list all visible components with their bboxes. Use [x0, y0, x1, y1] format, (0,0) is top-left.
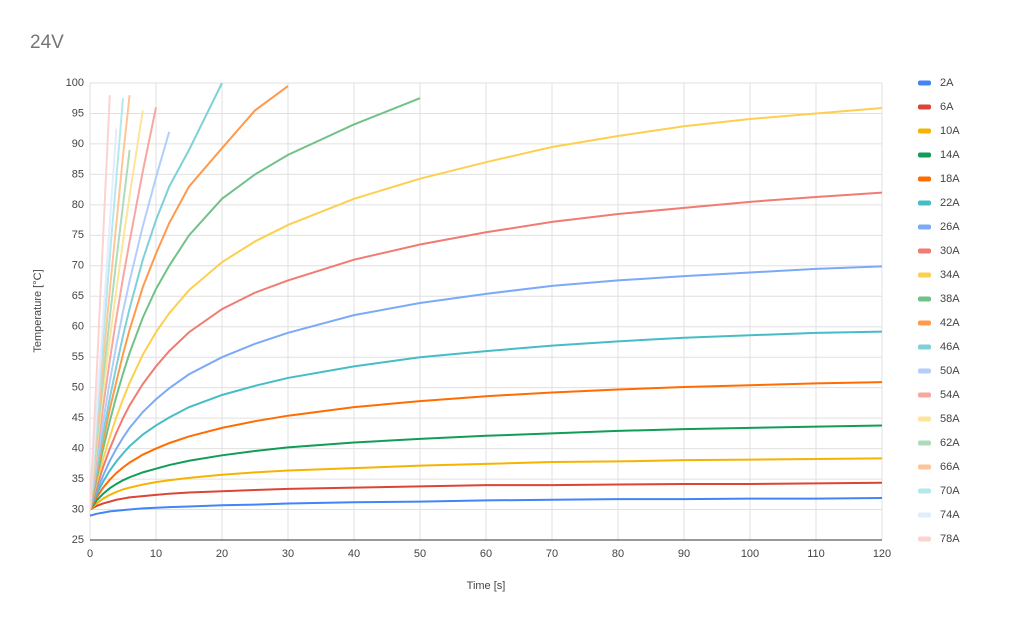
series-line [90, 97, 421, 510]
legend-label: 58A [940, 413, 960, 425]
y-tick-label: 30 [72, 503, 84, 515]
legend-label: 22A [940, 197, 960, 209]
y-tick-label: 55 [72, 351, 84, 363]
legend-swatch [918, 224, 931, 230]
y-tick-label: 45 [72, 412, 84, 424]
y-tick-label: 95 [72, 107, 84, 119]
legend-label: 18A [940, 173, 960, 185]
legend-label: 46A [940, 341, 960, 353]
x-tick-label: 60 [480, 548, 492, 560]
series-line [90, 85, 289, 510]
legend-swatch [918, 296, 931, 302]
x-tick-label: 40 [348, 548, 360, 560]
series-line [90, 83, 223, 510]
legend-swatch [918, 272, 931, 278]
series-line [90, 457, 882, 511]
legend-swatch [918, 488, 931, 494]
series-line [90, 496, 882, 517]
y-tick-label: 100 [66, 77, 84, 89]
legend-swatch [918, 80, 931, 86]
series-line [90, 95, 111, 510]
legend-label: 38A [940, 293, 960, 305]
legend-label: 14A [940, 149, 960, 161]
legend-swatch [918, 344, 931, 350]
legend-label: 26A [940, 221, 960, 233]
legend-label: 2A [940, 77, 954, 89]
legend-label: 78A [940, 533, 960, 545]
y-tick-label: 85 [72, 168, 84, 180]
plot-area [90, 83, 882, 517]
legend-label: 66A [940, 461, 960, 473]
legend-label: 30A [940, 245, 960, 257]
legend-label: 50A [940, 365, 960, 377]
x-tick-label: 110 [807, 548, 825, 560]
legend: 2A 6A 10A 14A 18A 22A 26A 30A 34A 38A 42A 46A 50A 54A… [918, 77, 960, 545]
legend-swatch [918, 512, 931, 518]
y-tick-label: 35 [72, 473, 84, 485]
x-tick-label: 80 [612, 548, 624, 560]
grid: 25 30 35 40 45 50 55 60 65 70 75 80 85 90 95 100 0 10 20 30… [66, 77, 892, 560]
x-tick-label: 10 [150, 548, 162, 560]
series-line [90, 381, 882, 511]
legend-swatch [918, 368, 931, 374]
y-tick-label: 25 [72, 534, 84, 546]
legend-swatch [918, 128, 931, 134]
y-tick-label: 90 [72, 138, 84, 150]
legend-swatch [918, 176, 931, 182]
x-tick-label: 50 [414, 548, 426, 560]
legend-swatch [918, 152, 931, 158]
legend-swatch [918, 440, 931, 446]
series-line [90, 128, 118, 510]
x-tick-label: 0 [87, 548, 93, 560]
x-tick-label: 90 [678, 548, 690, 560]
legend-swatch [918, 416, 931, 422]
legend-label: 10A [940, 125, 960, 137]
legend-swatch [918, 392, 931, 398]
series-line [90, 106, 882, 510]
legend-label: 6A [940, 101, 954, 113]
legend-swatch [918, 464, 931, 470]
legend-label: 74A [940, 509, 960, 521]
x-tick-label: 100 [741, 548, 759, 560]
x-tick-label: 70 [546, 548, 558, 560]
legend-label: 62A [940, 437, 960, 449]
y-tick-label: 80 [72, 199, 84, 211]
legend-swatch [918, 200, 931, 206]
x-tick-label: 20 [216, 548, 228, 560]
y-tick-label: 60 [72, 321, 84, 333]
y-axis-title: Temperature [°C] [32, 269, 44, 352]
legend-swatch [918, 536, 931, 542]
series-line [90, 191, 882, 510]
legend-swatch [918, 320, 931, 326]
legend-swatch [918, 104, 931, 110]
legend-label: 42A [940, 317, 960, 329]
y-tick-label: 70 [72, 260, 84, 272]
chart-title: 24V [30, 32, 64, 53]
x-tick-label: 30 [282, 548, 294, 560]
legend-label: 34A [940, 269, 960, 281]
legend-label: 70A [940, 485, 960, 497]
y-tick-label: 50 [72, 382, 84, 394]
series-line [90, 330, 882, 510]
series-line [90, 265, 882, 510]
series-line [90, 107, 157, 510]
legend-label: 54A [940, 389, 960, 401]
y-tick-label: 75 [72, 229, 84, 241]
y-tick-label: 65 [72, 290, 84, 302]
series-line [90, 131, 171, 510]
x-tick-label: 120 [873, 548, 891, 560]
series-line [90, 424, 882, 511]
series-line [90, 481, 882, 511]
x-axis-title: Time [s] [467, 580, 506, 592]
legend-swatch [918, 248, 931, 254]
y-tick-label: 40 [72, 443, 84, 455]
